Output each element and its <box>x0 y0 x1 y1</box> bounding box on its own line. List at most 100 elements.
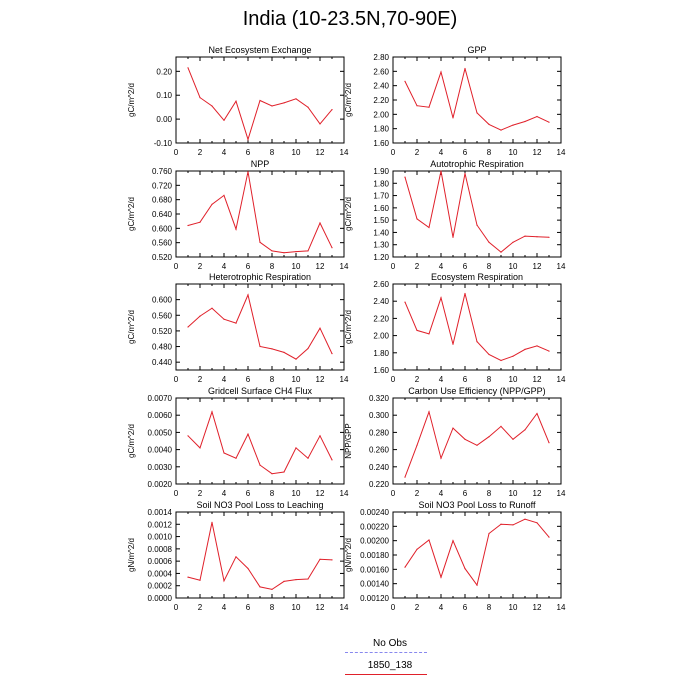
y-tick-label: 0.280 <box>369 428 390 437</box>
y-tick-label: 1.70 <box>373 192 389 201</box>
data-point <box>235 322 237 324</box>
data-point <box>452 540 454 542</box>
data-point <box>199 97 201 99</box>
y-tick-label: 0.00180 <box>360 551 389 560</box>
y-tick-label: 0.260 <box>369 446 390 455</box>
y-tick-label: 1.40 <box>373 228 389 237</box>
data-point <box>235 228 237 230</box>
data-point <box>295 251 297 253</box>
data-point <box>199 579 201 581</box>
x-tick-label: 10 <box>292 375 301 384</box>
x-tick-label: 12 <box>316 375 325 384</box>
data-point <box>488 241 490 243</box>
x-tick-label: 2 <box>415 489 420 498</box>
data-point <box>476 112 478 114</box>
data-point <box>211 203 213 205</box>
x-tick-label: 0 <box>391 148 396 157</box>
x-tick-label: 4 <box>439 148 444 157</box>
data-point <box>271 588 273 591</box>
y-tick-label: 0.0060 <box>148 411 173 420</box>
plot-frame-autotrophic-respiration <box>392 170 562 258</box>
panel-title-autotrophic-respiration: Autotrophic Respiration <box>430 159 524 169</box>
data-point <box>500 359 502 362</box>
x-tick-label: 6 <box>463 375 468 384</box>
x-tick-label: 0 <box>391 262 396 271</box>
series-line-carbon-use-efficiency-npp-gpp <box>404 410 550 478</box>
data-point <box>247 138 249 140</box>
y-tick-label: 0.300 <box>369 411 390 420</box>
y-axis-label: gC/m^2/d <box>344 197 353 231</box>
plot-frame-ecosystem-respiration <box>392 283 562 371</box>
y-tick-label: 0.520 <box>152 327 173 336</box>
x-tick-label: 2 <box>198 148 203 157</box>
data-point <box>548 121 550 123</box>
y-tick-label: 2.40 <box>373 82 389 91</box>
data-point <box>416 218 418 220</box>
data-point <box>404 80 406 82</box>
data-point <box>259 241 261 243</box>
data-point <box>307 106 309 108</box>
x-tick-label: 8 <box>270 489 275 498</box>
data-point <box>464 67 466 70</box>
data-point <box>524 235 526 237</box>
panel-title-gridcell-surface-ch4-flux: Gridcell Surface CH4 Flux <box>208 386 313 396</box>
x-tick-label: 2 <box>415 375 420 384</box>
y-tick-label: 1.30 <box>373 241 389 250</box>
data-point <box>512 124 514 126</box>
y-tick-label: 0.0004 <box>148 569 173 578</box>
data-point <box>319 435 321 437</box>
data-point <box>187 67 189 69</box>
data-point <box>295 98 297 100</box>
series-line-gpp <box>404 68 550 131</box>
y-tick-label: 0.640 <box>152 210 173 219</box>
y-tick-label: 2.00 <box>373 332 389 341</box>
data-point <box>271 105 273 107</box>
x-tick-label: 14 <box>557 262 566 271</box>
x-tick-label: 10 <box>509 262 518 271</box>
y-tick-label: 0.760 <box>152 167 173 176</box>
data-point <box>512 438 514 440</box>
data-point <box>404 476 406 478</box>
y-tick-label: 1.20 <box>373 253 389 262</box>
x-tick-label: 14 <box>557 489 566 498</box>
data-point <box>476 584 478 586</box>
y-axis-label: gC/m^2/d <box>127 310 136 344</box>
data-point <box>331 247 333 249</box>
panel-title-ecosystem-respiration: Ecosystem Respiration <box>431 272 523 282</box>
y-tick-label: 0.0014 <box>148 508 173 517</box>
data-point <box>452 427 454 429</box>
data-point <box>416 548 418 550</box>
panel-title-soil-no3-pool-loss-to-leaching: Soil NO3 Pool Loss to Leaching <box>196 500 323 510</box>
x-tick-label: 4 <box>439 489 444 498</box>
x-tick-label: 8 <box>270 148 275 157</box>
x-tick-label: 2 <box>198 375 203 384</box>
page-title: India (10-23.5N,70-90E) <box>242 8 458 30</box>
x-tick-label: 6 <box>246 262 251 271</box>
data-point <box>247 294 249 296</box>
data-point <box>223 194 225 196</box>
x-tick-label: 8 <box>487 375 492 384</box>
x-tick-label: 2 <box>198 603 203 612</box>
x-tick-label: 8 <box>487 603 492 612</box>
data-point <box>548 350 550 352</box>
x-tick-label: 0 <box>174 603 179 612</box>
data-point <box>476 444 478 446</box>
y-tick-label: 2.20 <box>373 96 389 105</box>
y-tick-label: 0.440 <box>152 358 173 367</box>
data-point <box>464 292 466 295</box>
data-point <box>259 345 261 348</box>
data-point <box>452 236 454 238</box>
data-point <box>524 518 526 520</box>
y-axis-label: gC/m^2/d <box>344 310 353 344</box>
y-axis-label: gC/m^2/d <box>127 424 136 458</box>
x-tick-label: 12 <box>533 262 542 271</box>
data-point <box>500 251 502 253</box>
data-point <box>464 568 466 570</box>
data-point <box>235 100 237 102</box>
x-tick-label: 4 <box>222 375 227 384</box>
x-tick-label: 0 <box>174 489 179 498</box>
y-axis-label: gN/m^2/d <box>344 538 353 572</box>
data-point <box>307 250 309 252</box>
y-tick-label: 2.60 <box>373 67 389 76</box>
